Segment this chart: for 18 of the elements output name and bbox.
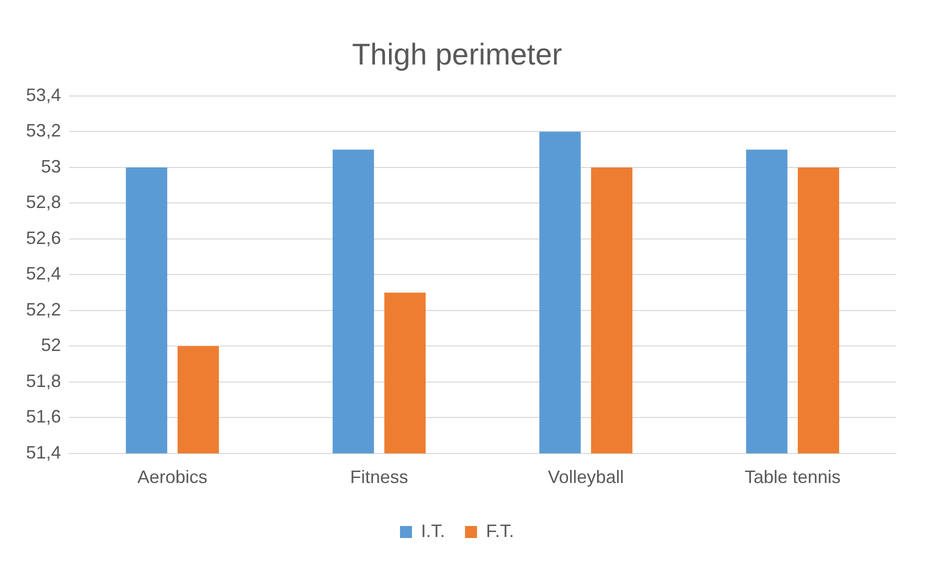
y-tick-label: 51,8 [26, 370, 62, 391]
x-tick-label: Aerobics [137, 467, 208, 488]
x-tick-label: Fitness [350, 467, 408, 488]
y-tick-label: 51,4 [26, 442, 62, 462]
y-tick-label: 52 [41, 335, 62, 356]
y-tick-label: 51,6 [26, 406, 62, 427]
y-tick-label: 52,4 [26, 264, 62, 284]
x-tick-label: Table tennis [744, 467, 841, 488]
y-tick-label: 52,8 [26, 192, 62, 212]
y-tick-label: 53,4 [26, 84, 62, 105]
legend-label: F.T. [486, 520, 514, 541]
y-tick-label: 52,6 [26, 228, 62, 248]
chart-title: Thigh perimeter [352, 38, 562, 72]
y-tick-label: 53 [41, 156, 62, 176]
y-tick-label: 53,2 [26, 120, 62, 141]
legend-label: I.T. [421, 520, 446, 541]
x-tick-label: Volleyball [548, 467, 624, 488]
y-tick-label: 52,2 [26, 299, 62, 320]
